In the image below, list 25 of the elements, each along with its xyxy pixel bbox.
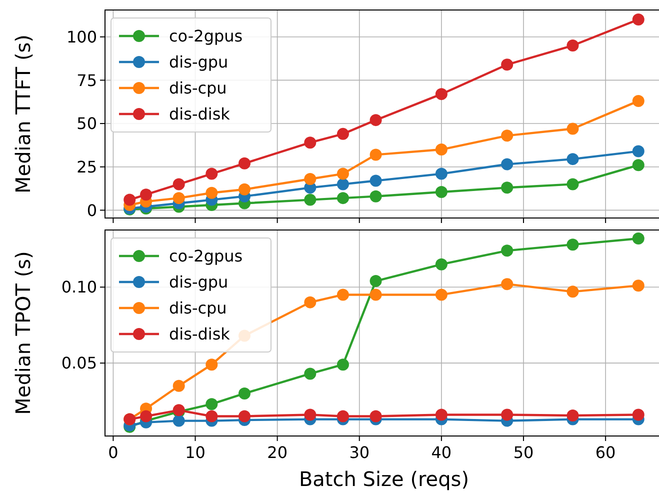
y-tick-label: 50 bbox=[76, 114, 97, 134]
legend-label: dis-gpu bbox=[169, 272, 228, 292]
y-tick-label: 0.10 bbox=[61, 278, 97, 297]
legend-label: co-2gpus bbox=[169, 26, 243, 46]
legend-label: co-2gpus bbox=[169, 246, 243, 266]
y-tick-label: 0 bbox=[86, 200, 97, 220]
x-axis-title: Batch Size (reqs) bbox=[298, 467, 470, 491]
x-tick-label: 30 bbox=[349, 443, 370, 462]
legend-label: dis-disk bbox=[169, 324, 231, 344]
y-tick-label: 0.05 bbox=[61, 354, 97, 373]
x-tick-label: 60 bbox=[595, 443, 616, 462]
y-axis-title: Median TTFT (s) bbox=[11, 34, 35, 194]
x-tick-label: 0 bbox=[108, 443, 118, 462]
x-tick-label: 50 bbox=[513, 443, 534, 462]
y-tick-label: 25 bbox=[76, 157, 97, 176]
y-axis-title: Median TPOT (s) bbox=[11, 251, 35, 415]
y-tick-label: 75 bbox=[76, 70, 97, 90]
y-tick-label: 100 bbox=[66, 27, 97, 46]
x-tick-label: 20 bbox=[267, 443, 288, 462]
legend-label: dis-gpu bbox=[169, 52, 228, 72]
legend-label: dis-cpu bbox=[169, 298, 227, 318]
legend-label: dis-disk bbox=[169, 104, 231, 124]
legend-label: dis-cpu bbox=[169, 78, 227, 98]
x-tick-label: 40 bbox=[431, 443, 452, 462]
x-tick-label: 10 bbox=[185, 443, 206, 462]
